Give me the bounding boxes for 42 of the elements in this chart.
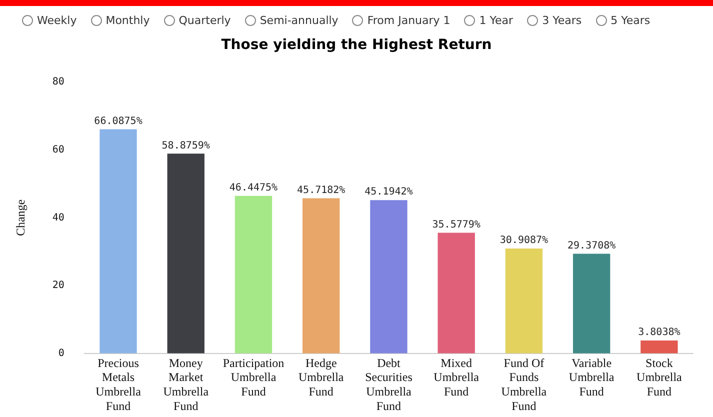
x-tick-label: Stock Umbrella Fund	[636, 356, 683, 399]
text: Quarterly	[178, 14, 231, 26]
x-tick-label: Mixed Umbrella Fund	[434, 356, 480, 399]
data-label: 46.4475%	[229, 182, 278, 194]
bar	[167, 154, 204, 354]
text: Semi-annually	[260, 14, 338, 26]
y-tick-label: 80	[52, 76, 64, 88]
data-label: 35.5779%	[432, 219, 480, 230]
data-label: 30.9087%	[500, 235, 548, 246]
bar	[302, 198, 340, 354]
text: 5 Years	[610, 14, 650, 26]
x-tick-label: Debt Securities Umbrella Fund	[365, 356, 413, 413]
bar	[234, 196, 272, 354]
data-label: 3.8038%	[638, 327, 680, 338]
y-axis-title: Change	[13, 199, 28, 236]
text: From January 1	[367, 14, 450, 26]
bar	[438, 232, 475, 354]
bar	[572, 254, 610, 354]
bar	[100, 129, 137, 354]
text: Weekly	[37, 14, 77, 26]
y-tick-label: 20	[52, 280, 64, 292]
y-tick-label: 0	[58, 348, 64, 359]
data-label: 66.0875%	[94, 116, 142, 127]
chart-title: Those yielding the Highest Return	[220, 36, 493, 55]
x-tick-label: Hedge Umbrella Fund	[298, 356, 344, 399]
data-label: 29.3708%	[567, 240, 616, 252]
x-tick-label: Participation Umbrella Fund	[222, 356, 284, 399]
y-tick-label: 40	[52, 212, 64, 224]
data-label: 58.8759%	[162, 140, 210, 152]
x-tick-label: Precious Metals Umbrella Fund	[96, 356, 142, 413]
text: 1 Year	[479, 14, 514, 26]
bar	[640, 340, 678, 354]
x-tick-label: Fund Of Funds Umbrella Fund	[501, 356, 548, 413]
bar	[505, 248, 543, 354]
x-tick-label: Money Market Umbrella Fund	[163, 356, 210, 413]
x-tick-label: Variable Umbrella Fund	[568, 356, 615, 399]
text: Monthly	[106, 14, 150, 26]
data-label: 45.1942%	[364, 186, 413, 198]
bar	[370, 200, 408, 354]
data-label: 45.7182%	[297, 184, 346, 196]
y-tick-label: 60	[52, 144, 64, 156]
text: 3 Years	[542, 14, 582, 26]
